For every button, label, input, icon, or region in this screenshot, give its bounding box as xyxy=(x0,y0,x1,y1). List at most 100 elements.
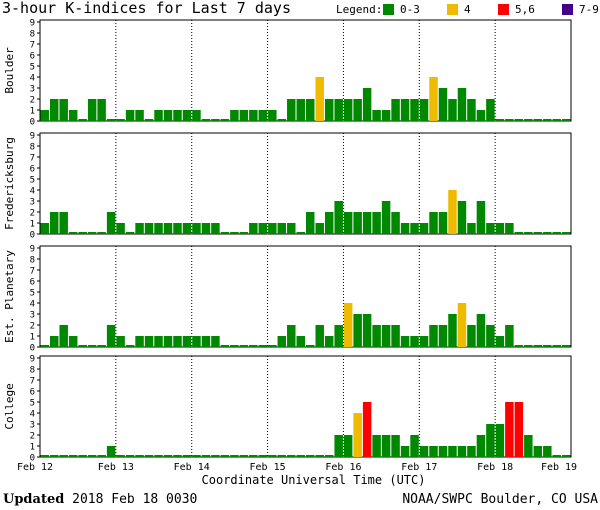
k-bar-college xyxy=(496,424,504,457)
k-bar-est-planetary xyxy=(515,345,523,347)
k-bar-boulder xyxy=(382,110,390,121)
k-bar-fredericksburg xyxy=(50,212,58,234)
k-bar-fredericksburg xyxy=(448,190,456,234)
k-bar-est-planetary xyxy=(363,314,371,347)
y-tick-label-fredericksburg: 3 xyxy=(30,198,35,208)
k-bar-college xyxy=(477,435,485,457)
k-bar-college xyxy=(145,455,153,457)
k-bar-boulder xyxy=(325,99,333,121)
k-bar-fredericksburg xyxy=(543,232,551,234)
y-tick-label-fredericksburg: 5 xyxy=(30,176,35,186)
k-bar-fredericksburg xyxy=(287,223,295,234)
k-bar-est-planetary xyxy=(240,345,248,347)
k-bar-college xyxy=(88,455,96,457)
k-bar-boulder xyxy=(268,110,276,121)
k-bar-fredericksburg xyxy=(41,223,49,234)
y-tick-label-college: 4 xyxy=(30,410,35,420)
k-bar-boulder xyxy=(126,110,134,121)
k-bar-boulder xyxy=(515,119,523,121)
k-bar-est-planetary xyxy=(391,325,399,347)
k-bar-fredericksburg xyxy=(486,223,494,234)
k-bar-boulder xyxy=(401,99,409,121)
y-tick-label-college: 3 xyxy=(30,421,35,431)
y-tick-label-est-planetary: 8 xyxy=(30,256,35,266)
y-tick-label-fredericksburg: 9 xyxy=(30,132,35,142)
k-bar-est-planetary xyxy=(420,336,428,347)
updated-label: Updated xyxy=(3,492,64,507)
x-tick-label: Feb 15 xyxy=(250,462,286,473)
k-bar-boulder xyxy=(372,110,380,121)
k-bar-college xyxy=(287,455,295,457)
k-index-chart: 0123456789Boulder0123456789Fredericksbur… xyxy=(0,0,600,490)
k-bar-est-planetary xyxy=(353,314,361,347)
x-axis-label: Coordinate Universal Time (UTC) xyxy=(202,473,426,487)
k-bar-est-planetary xyxy=(534,345,542,347)
k-bar-college xyxy=(126,455,134,457)
updated-timestamp: Updated 2018 Feb 18 0030 xyxy=(3,492,197,507)
k-bar-college xyxy=(448,446,456,457)
k-bar-est-planetary xyxy=(211,336,219,347)
k-bar-college xyxy=(154,455,162,457)
k-bar-est-planetary xyxy=(107,325,115,347)
y-tick-label-fredericksburg: 1 xyxy=(30,220,35,230)
y-tick-label-fredericksburg: 8 xyxy=(30,143,35,153)
k-bar-boulder xyxy=(278,119,286,121)
k-bar-college xyxy=(420,446,428,457)
k-bar-boulder xyxy=(543,119,551,121)
y-tick-label-est-planetary: 0 xyxy=(30,344,35,354)
y-tick-label-est-planetary: 5 xyxy=(30,289,35,299)
panel-title-college: College xyxy=(3,383,16,429)
k-bar-est-planetary xyxy=(230,345,238,347)
y-tick-label-college: 8 xyxy=(30,366,35,376)
k-bar-boulder xyxy=(145,119,153,121)
k-bar-college xyxy=(278,455,286,457)
k-bar-boulder xyxy=(41,110,49,121)
k-bar-boulder xyxy=(59,99,67,121)
k-bar-boulder xyxy=(230,110,238,121)
k-bar-boulder xyxy=(88,99,96,121)
k-bar-college xyxy=(202,455,210,457)
k-bar-est-planetary xyxy=(477,314,485,347)
k-bar-est-planetary xyxy=(78,345,86,347)
k-bar-boulder xyxy=(334,99,342,121)
k-bar-college xyxy=(297,455,305,457)
k-bar-college xyxy=(268,455,276,457)
k-bar-boulder xyxy=(164,110,172,121)
y-tick-label-college: 2 xyxy=(30,432,35,442)
k-bar-college xyxy=(315,455,323,457)
k-bar-college xyxy=(306,455,314,457)
k-bar-boulder xyxy=(534,119,542,121)
k-bar-fredericksburg xyxy=(154,223,162,234)
k-bar-boulder xyxy=(439,88,447,121)
k-bar-boulder xyxy=(496,119,504,121)
k-bar-fredericksburg xyxy=(505,223,513,234)
k-bar-college xyxy=(410,435,418,457)
k-bar-est-planetary xyxy=(382,325,390,347)
k-bar-boulder xyxy=(107,119,115,121)
x-tick-label: Feb 16 xyxy=(325,462,361,473)
panel-title-est-planetary: Est. Planetary xyxy=(3,250,16,343)
k-bar-college xyxy=(164,455,172,457)
k-bar-boulder xyxy=(259,110,267,121)
k-bar-fredericksburg xyxy=(524,232,532,234)
x-tick-label: Feb 17 xyxy=(401,462,437,473)
k-bar-college xyxy=(439,446,447,457)
k-bar-fredericksburg xyxy=(334,201,342,234)
y-tick-label-est-planetary: 7 xyxy=(30,267,35,277)
k-bar-fredericksburg xyxy=(173,223,181,234)
k-bar-college xyxy=(249,455,257,457)
k-bar-est-planetary xyxy=(553,345,561,347)
y-tick-label-fredericksburg: 7 xyxy=(30,154,35,164)
y-tick-label-boulder: 0 xyxy=(30,118,35,128)
y-tick-label-est-planetary: 3 xyxy=(30,311,35,321)
k-bar-boulder xyxy=(458,88,466,121)
y-tick-label-est-planetary: 6 xyxy=(30,278,35,288)
k-bar-college xyxy=(391,435,399,457)
y-tick-label-fredericksburg: 4 xyxy=(30,187,35,197)
k-bar-college xyxy=(344,435,352,457)
k-bar-fredericksburg xyxy=(59,212,67,234)
k-bar-fredericksburg xyxy=(97,232,105,234)
k-bar-college xyxy=(107,446,115,457)
k-bar-est-planetary xyxy=(173,336,181,347)
k-bar-est-planetary xyxy=(59,325,67,347)
